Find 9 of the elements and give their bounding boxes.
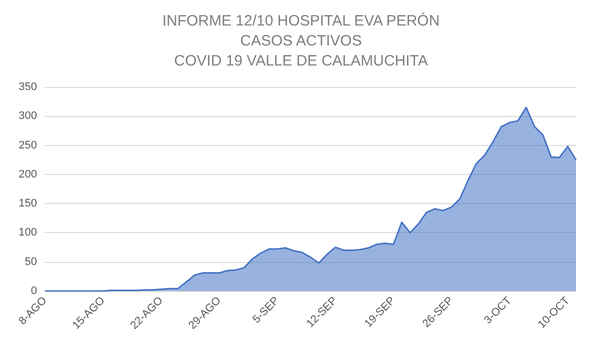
y-tick-label: 150 (18, 198, 37, 210)
y-tick-label: 250 (18, 139, 37, 152)
chart-title: INFORME 12/10 HOSPITAL EVA PERÓN CASOS ACTIVOS COVID 19 VALLE DE CALAMUCHITA (162, 12, 440, 70)
y-tick-label: 0 (30, 285, 37, 297)
y-tick-label: 200 (18, 168, 37, 180)
y-tick-label: 100 (18, 226, 37, 239)
y-tick-label: 350 (18, 81, 37, 93)
y-tick-label: 300 (18, 110, 37, 122)
y-tick-label: 50 (24, 256, 37, 268)
